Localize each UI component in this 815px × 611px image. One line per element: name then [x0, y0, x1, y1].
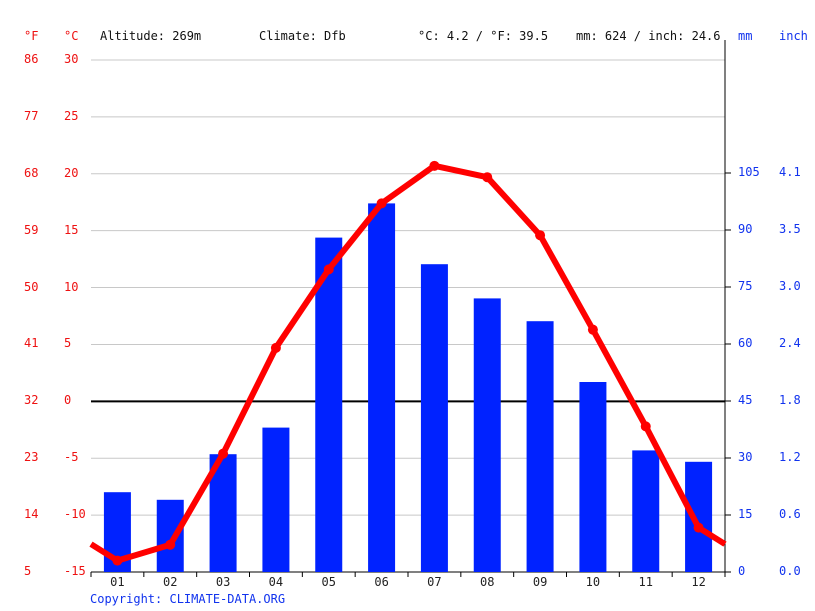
copyright-link[interactable]: Copyright: CLIMATE-DATA.ORG: [90, 592, 286, 606]
inch-tick: 0.0: [779, 564, 801, 578]
month-label: 06: [374, 575, 389, 589]
fahrenheit-tick: 23: [24, 450, 39, 465]
mm-tick: 60: [738, 336, 753, 350]
temperature-point: [323, 264, 334, 275]
fahrenheit-tick: 50: [24, 279, 39, 294]
month-label: 03: [215, 575, 231, 589]
climate-label: Climate: Dfb: [259, 29, 346, 43]
precip-bar: [632, 450, 660, 572]
fahrenheit-tick: 68: [24, 165, 39, 180]
temperature-point: [693, 522, 704, 533]
precip-bar: [526, 321, 554, 572]
celsius-tick: 10: [64, 279, 79, 294]
month-label: 10: [585, 575, 601, 589]
temperature-point: [587, 324, 598, 335]
temperature-point: [482, 172, 493, 183]
inch-tick: 4.1: [779, 165, 801, 179]
celsius-tick: 25: [64, 108, 79, 123]
mm-tick: 30: [738, 450, 753, 464]
precip-bar: [156, 499, 184, 572]
inch-tick: 3.0: [779, 279, 801, 293]
temperature-point: [376, 198, 387, 209]
temperature-point: [112, 555, 123, 566]
celsius-unit-label: °C: [64, 29, 79, 43]
mm-tick: 75: [738, 279, 753, 293]
celsius-tick: -15: [64, 564, 86, 578]
inch-tick: 1.2: [779, 450, 801, 464]
inch-tick: 0.6: [779, 507, 801, 521]
temperature-line: [89, 162, 727, 564]
mm-unit-label: mm: [738, 29, 753, 43]
precip-bar: [685, 461, 713, 572]
mm-tick: 15: [738, 507, 753, 521]
celsius-tick: 15: [64, 222, 79, 237]
fahrenheit-tick: 59: [24, 222, 39, 237]
fahrenheit-tick: 14: [24, 507, 39, 522]
temperature-point: [165, 539, 176, 550]
celsius-tick: 30: [64, 52, 79, 66]
temperature-point: [535, 230, 546, 241]
precip-bar: [315, 237, 343, 572]
month-label: 05: [321, 575, 336, 589]
precip-bar: [420, 264, 448, 572]
altitude-label: Altitude: 269m: [100, 29, 202, 43]
precip-total-label: mm: 624 / inch: 24.6: [576, 29, 721, 43]
mm-tick: 90: [738, 222, 753, 236]
fahrenheit-unit-label: °F: [24, 29, 39, 43]
precip-bar: [368, 203, 396, 572]
fahrenheit-tick: 32: [24, 393, 39, 408]
month-label: 01: [110, 575, 125, 589]
celsius-tick: -10: [64, 507, 86, 522]
fahrenheit-tick: 77: [24, 108, 39, 123]
inch-tick: 1.8: [779, 393, 801, 407]
month-label: 09: [532, 575, 548, 589]
inch-tick: 3.5: [779, 222, 801, 236]
precip-bar: [473, 298, 501, 572]
fahrenheit-tick: 41: [24, 336, 39, 351]
celsius-tick: 0: [64, 393, 72, 408]
precip-bar: [579, 382, 607, 572]
mm-tick: 105: [738, 165, 760, 179]
inch-tick: 2.4: [779, 336, 801, 350]
celsius-tick: 5: [64, 336, 72, 351]
temperature-point: [218, 448, 229, 459]
avg-temp-label: °C: 4.2 / °F: 39.5: [418, 29, 549, 43]
month-label: 11: [638, 575, 653, 589]
fahrenheit-tick: 86: [24, 52, 39, 66]
celsius-tick: -5: [64, 450, 79, 465]
mm-tick: 0: [738, 564, 746, 578]
month-label: 08: [480, 575, 495, 589]
month-label: 04: [268, 575, 284, 589]
inch-unit-label: inch: [779, 29, 808, 43]
month-label: 12: [691, 575, 706, 589]
month-label: 02: [163, 575, 178, 589]
precip-bar: [262, 427, 290, 572]
mm-tick: 45: [738, 393, 753, 407]
fahrenheit-tick: 5: [24, 564, 32, 578]
temperature-point: [429, 160, 440, 171]
celsius-tick: 20: [64, 165, 79, 180]
month-label: 07: [427, 575, 442, 589]
temperature-point: [270, 342, 281, 353]
temperature-point: [640, 421, 651, 432]
